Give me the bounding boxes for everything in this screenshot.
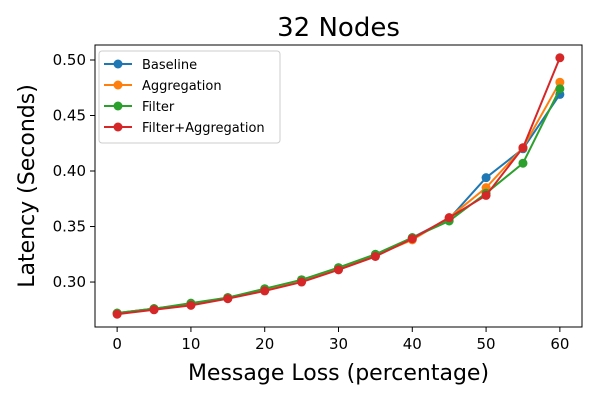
x-axis: 0 10 20 30 40 50 60 [112,327,569,353]
data-point-filter-aggregation [260,286,270,296]
legend-marker-filter [113,101,123,111]
data-point-filter-aggregation [223,294,233,304]
y-tick-label: 0.50 [53,51,86,69]
x-tick-label: 0 [112,335,122,353]
y-tick-label: 0.35 [53,218,86,236]
x-tick-label: 10 [181,335,200,353]
data-point-filter-aggregation [149,305,159,315]
y-axis: 0.30 0.35 0.40 0.45 0.50 [53,51,95,291]
x-tick-label: 40 [403,335,422,353]
x-axis-label: Message Loss (percentage) [188,361,489,386]
plot-area [112,53,565,319]
y-axis-label: Latency (Seconds) [15,84,40,288]
legend-entry-baseline: Baseline [142,58,197,73]
data-point-filter [518,158,528,168]
legend-entry-filter: Filter [142,100,175,115]
data-point-filter-aggregation [334,265,343,275]
data-point-filter-aggregation [518,143,528,153]
data-point-filter-aggregation [555,53,565,63]
data-point-aggregation [555,77,565,87]
data-point-filter [555,84,565,94]
legend: Baseline Aggregation Filter Filter+Aggregat… [98,50,281,144]
data-point-filter-aggregation [186,300,196,310]
x-tick-label: 30 [329,335,348,353]
data-point-filter-aggregation [370,252,380,261]
data-point-filter-aggregation [481,190,491,200]
chart-title: 32 Nodes [277,13,400,43]
y-tick-label: 0.40 [53,162,86,180]
legend-marker-filter-aggregation [113,122,123,132]
legend-entry-filter-aggregation: Filter+Aggregation [142,121,265,136]
x-tick-label: 50 [477,335,496,353]
legend-marker-aggregation [113,80,123,90]
data-point-filter-aggregation [112,309,122,319]
legend-entry-aggregation: Aggregation [142,79,222,94]
legend-box [98,50,281,144]
x-tick-label: 60 [550,335,569,353]
data-point-filter-aggregation [407,234,417,244]
y-tick-label: 0.45 [53,107,86,125]
data-point-filter-aggregation [444,213,454,223]
legend-marker-baseline [113,59,123,69]
data-point-filter-aggregation [297,277,307,287]
data-point-baseline [481,173,491,183]
x-tick-label: 20 [255,335,274,353]
y-tick-label: 0.30 [53,273,86,291]
